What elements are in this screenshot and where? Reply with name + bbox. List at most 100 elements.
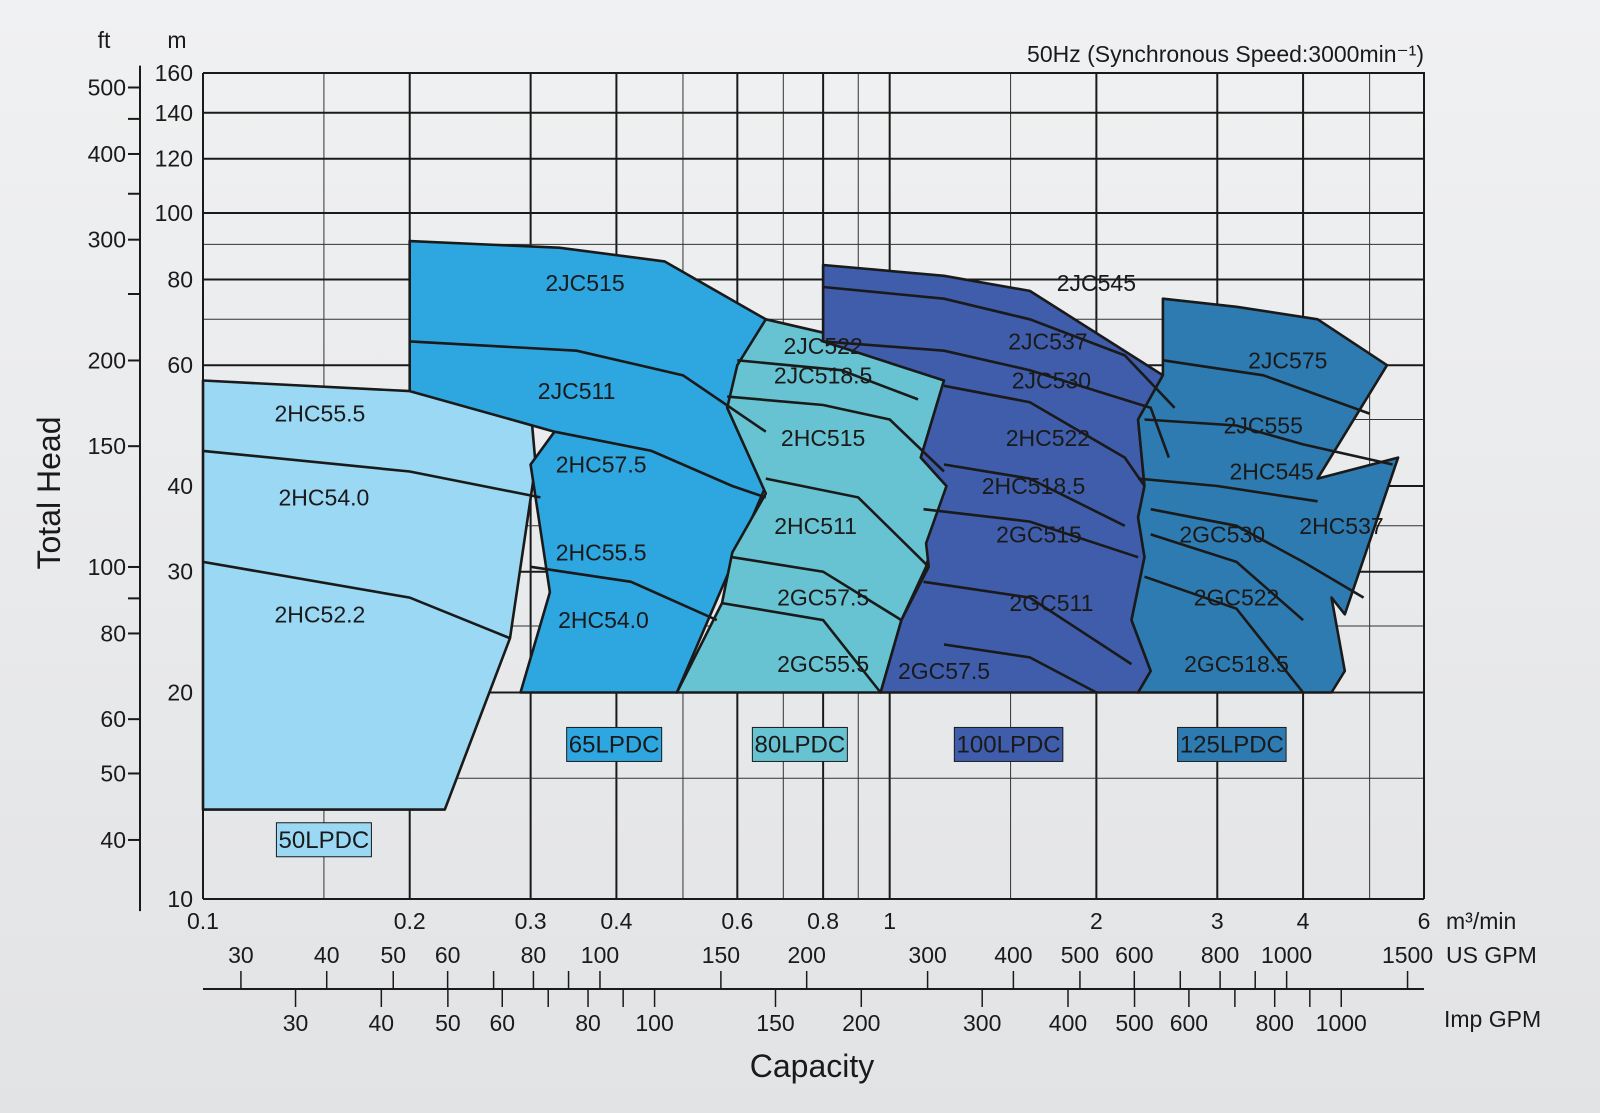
curve-2JC545 [822,285,1176,409]
model-labels: 2HC55.5 2HC54.0 2HC52.2 2JC515 2JC511 2HC57.5… [275,270,1384,858]
y-tick-label-ft: 40 [100,827,126,853]
model-label-2HC518.5: 2HC518.5 [982,473,1086,499]
model-label-2GC55.5: 2GC55.5 [777,651,869,677]
y-tick-label-m: 160 [155,60,193,86]
x-tick-label: 4 [1297,908,1310,934]
plot-frame [202,72,1425,900]
family-label-125LPDC: 125LPDC [1180,731,1284,758]
model-label-2HC511: 2HC511 [774,513,857,539]
curve-2JC537 [823,340,1171,459]
imp-gpm-tick-label: 100 [635,1010,673,1036]
x-tick-label: 0.1 [187,908,219,934]
y-tick-label-m: 20 [167,680,193,706]
y-axis-title: Total Head [31,417,67,570]
us-gpm-tick-label: 60 [435,942,461,968]
y-tick-label-m: 100 [155,200,193,226]
y-tick-label-m: 10 [167,886,193,912]
performance-curves [202,285,1393,694]
family-label-100LPDC: 100LPDC [957,731,1061,758]
imp-gpm-tick-label: 400 [1049,1010,1087,1036]
imp-gpm-tick-label: 500 [1115,1010,1153,1036]
family-box-125LPDC [1177,726,1287,762]
x-tick-label: 1 [883,908,896,934]
family-box-50LPDC [275,822,372,858]
y-unit-m: m [167,27,186,53]
imp-gpm-tick-label: 30 [283,1010,309,1036]
y-unit-ft: ft [98,27,111,53]
model-label-2HC54.0: 2HC54.0 [279,484,370,510]
y-tick-label-ft: 500 [88,74,126,100]
y-tick-label-m: 40 [167,473,193,499]
curve-2HC55.5 [202,449,541,499]
x-tick-label: 0.6 [721,908,753,934]
model-label-2HC55.5: 2HC55.5 [275,401,366,427]
imp-gpm-tick-label: 60 [489,1010,515,1036]
model-label-2JC518.5: 2JC518.5 [774,362,872,388]
model-label-2HC55.5: 2HC55.5 [556,539,647,565]
curve-2GC57.5 [721,601,882,694]
x-axis-title: Capacity [750,1048,875,1084]
us-gpm-tick-label: 1000 [1261,942,1312,968]
y-tick-label-m: 80 [167,267,193,293]
x-tick-label: 6 [1418,908,1431,934]
model-label-2HC57.5: 2HC57.5 [556,451,647,477]
y-tick-label-m: 140 [155,100,193,126]
x-unit-imp-gpm: Imp GPM [1444,1006,1541,1032]
us-gpm-tick-label: 400 [994,942,1032,968]
x-tick-label: 0.2 [394,908,426,934]
model-label-2HC545: 2HC545 [1229,458,1313,484]
model-label-2HC52.2: 2HC52.2 [275,601,366,627]
model-label-2GC530: 2GC530 [1179,521,1265,547]
us-gpm-tick-label: 100 [581,942,619,968]
model-label-2JC575: 2JC575 [1248,347,1327,373]
x-tick-label: 0.4 [600,908,632,934]
y-tick-label-ft: 100 [88,554,126,580]
y-tick-label-ft: 400 [88,141,126,167]
curve-2JC530 [943,384,1146,487]
us-gpm-tick-label: 200 [787,942,825,968]
curve-2HC57.5 [530,565,718,622]
model-label-2GC57.5: 2GC57.5 [898,658,990,684]
model-label-2JC522: 2JC522 [783,333,862,359]
curve-2JC555 [1144,418,1393,466]
family-label-50LPDC: 50LPDC [279,827,370,854]
curve-2HC54.0 [202,560,511,640]
model-label-2JC537: 2JC537 [1008,328,1087,354]
imp-gpm-tick-label: 80 [575,1010,601,1036]
imp-gpm-tick-label: 300 [963,1010,1001,1036]
curve-2JC518.5 [727,395,945,473]
x-tick-label: 0.8 [807,908,839,934]
model-label-2GC522: 2GC522 [1194,585,1280,611]
us-gpm-tick-label: 1500 [1382,942,1433,968]
curve-2HC518.5 [923,507,1139,559]
x-tick-label: 0.3 [515,908,547,934]
y-tick-label-ft: 300 [88,227,126,253]
model-label-2GC515: 2GC515 [996,521,1082,547]
us-gpm-tick-label: 600 [1115,942,1153,968]
curve-2GC511 [943,643,1098,694]
curve-2HC537 [1150,533,1304,622]
y-tick-label-ft: 50 [100,760,126,786]
model-label-2JC545: 2JC545 [1057,270,1136,296]
y-tick-label-m: 120 [155,146,193,172]
curve-2GC515 [923,580,1133,666]
us-gpm-tick-label: 500 [1061,942,1099,968]
y-tick-label-ft: 200 [88,347,126,373]
x-unit-us-gpm: US GPM [1446,942,1537,968]
y-tick-label-m: 30 [167,559,193,585]
family-box-65LPDC [566,726,663,762]
model-label-2HC54.0: 2HC54.0 [558,607,649,633]
imp-gpm-tick-label: 600 [1170,1010,1208,1036]
imp-gpm-tick-label: 800 [1256,1010,1294,1036]
model-label-2GC518.5: 2GC518.5 [1184,651,1289,677]
model-label-2HC515: 2HC515 [781,425,865,451]
imp-gpm-tick-label: 150 [756,1010,794,1036]
family-box-80LPDC [751,726,848,762]
model-label-2GC511: 2GC511 [1009,590,1093,616]
family-label-80LPDC: 80LPDC [755,731,846,758]
family-label-65LPDC: 65LPDC [569,731,660,758]
chart-title: 50Hz (Synchronous Speed:3000min⁻¹) [1027,41,1424,67]
us-gpm-tick-label: 30 [228,942,254,968]
model-label-2JC511: 2JC511 [538,378,616,404]
